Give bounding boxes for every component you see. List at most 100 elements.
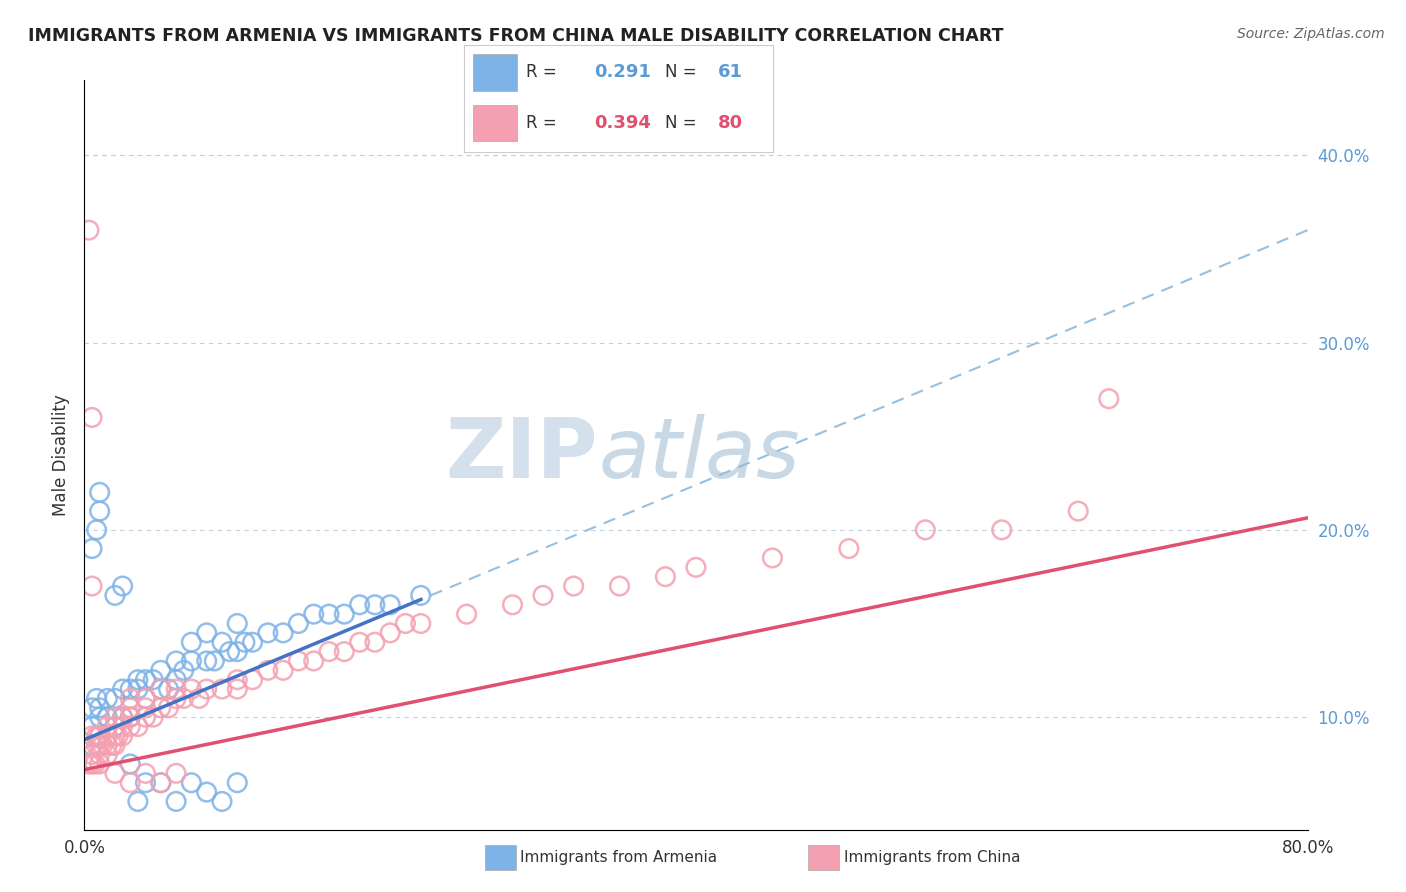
Point bbox=[226, 644, 249, 658]
Text: N =: N = bbox=[665, 63, 696, 81]
Text: 0.394: 0.394 bbox=[593, 114, 651, 132]
Point bbox=[96, 719, 118, 733]
Point bbox=[149, 776, 172, 790]
Point bbox=[80, 729, 103, 743]
Point bbox=[180, 776, 202, 790]
Point bbox=[104, 691, 127, 706]
Point bbox=[86, 729, 108, 743]
Point bbox=[531, 589, 554, 603]
Point bbox=[135, 691, 157, 706]
Point bbox=[77, 223, 100, 237]
Point bbox=[111, 710, 134, 724]
Point bbox=[89, 504, 111, 518]
Point bbox=[302, 654, 325, 668]
Point bbox=[80, 541, 103, 556]
Point bbox=[120, 691, 142, 706]
Point bbox=[120, 681, 142, 696]
Point bbox=[127, 681, 149, 696]
Point bbox=[333, 644, 356, 658]
Point bbox=[104, 766, 127, 780]
Point bbox=[111, 710, 134, 724]
Point bbox=[654, 570, 676, 584]
Point bbox=[135, 776, 157, 790]
Point bbox=[195, 626, 218, 640]
Point bbox=[104, 710, 127, 724]
Point bbox=[761, 551, 783, 566]
Text: ZIP: ZIP bbox=[446, 415, 598, 495]
Point bbox=[609, 579, 631, 593]
Point bbox=[142, 673, 165, 687]
Text: R =: R = bbox=[526, 114, 557, 132]
Point bbox=[149, 776, 172, 790]
Point bbox=[80, 747, 103, 762]
Point bbox=[195, 785, 218, 799]
Point bbox=[211, 681, 233, 696]
Point bbox=[84, 756, 107, 771]
Point bbox=[685, 560, 707, 574]
Point bbox=[120, 756, 142, 771]
Point bbox=[135, 701, 157, 715]
Point bbox=[380, 598, 402, 612]
Text: 80: 80 bbox=[717, 114, 742, 132]
Point bbox=[120, 719, 142, 733]
Point bbox=[91, 739, 114, 753]
Point bbox=[77, 756, 100, 771]
Point bbox=[104, 589, 127, 603]
Point bbox=[287, 654, 309, 668]
Point bbox=[502, 598, 524, 612]
Point bbox=[149, 664, 172, 678]
Point bbox=[96, 747, 118, 762]
Point bbox=[180, 681, 202, 696]
Point bbox=[257, 626, 280, 640]
Point bbox=[80, 719, 103, 733]
Text: Source: ZipAtlas.com: Source: ZipAtlas.com bbox=[1237, 27, 1385, 41]
Point bbox=[104, 719, 127, 733]
Point bbox=[120, 776, 142, 790]
Text: atlas: atlas bbox=[598, 415, 800, 495]
Point bbox=[127, 795, 149, 809]
Point bbox=[165, 673, 187, 687]
Point bbox=[364, 598, 387, 612]
Point bbox=[233, 635, 256, 649]
FancyBboxPatch shape bbox=[474, 104, 516, 141]
Point bbox=[80, 410, 103, 425]
Y-axis label: Male Disability: Male Disability bbox=[52, 394, 70, 516]
Text: Immigrants from China: Immigrants from China bbox=[844, 850, 1021, 864]
Point bbox=[165, 766, 187, 780]
Point bbox=[111, 681, 134, 696]
Point bbox=[89, 710, 111, 724]
Point bbox=[349, 635, 371, 649]
Point bbox=[127, 673, 149, 687]
Point bbox=[89, 701, 111, 715]
Point bbox=[86, 691, 108, 706]
Point bbox=[96, 729, 118, 743]
Point bbox=[257, 664, 280, 678]
Point bbox=[80, 739, 103, 753]
Point bbox=[364, 635, 387, 649]
Point bbox=[226, 776, 249, 790]
Point bbox=[89, 729, 111, 743]
Point bbox=[991, 523, 1014, 537]
Point bbox=[89, 729, 111, 743]
Point bbox=[202, 654, 225, 668]
Point bbox=[149, 681, 172, 696]
Point bbox=[111, 719, 134, 733]
Text: 0.291: 0.291 bbox=[593, 63, 651, 81]
Point bbox=[149, 681, 172, 696]
Point bbox=[838, 541, 860, 556]
Point bbox=[104, 739, 127, 753]
Point bbox=[409, 616, 432, 631]
Point bbox=[173, 664, 195, 678]
Text: IMMIGRANTS FROM ARMENIA VS IMMIGRANTS FROM CHINA MALE DISABILITY CORRELATION CHA: IMMIGRANTS FROM ARMENIA VS IMMIGRANTS FR… bbox=[28, 27, 1004, 45]
Point bbox=[271, 626, 294, 640]
Point bbox=[195, 654, 218, 668]
Point bbox=[96, 739, 118, 753]
Point bbox=[1098, 392, 1121, 406]
Point bbox=[1067, 504, 1090, 518]
Point bbox=[107, 729, 129, 743]
Point bbox=[287, 616, 309, 631]
Point bbox=[96, 710, 118, 724]
Point bbox=[562, 579, 585, 593]
Point bbox=[149, 701, 172, 715]
Point bbox=[195, 681, 218, 696]
